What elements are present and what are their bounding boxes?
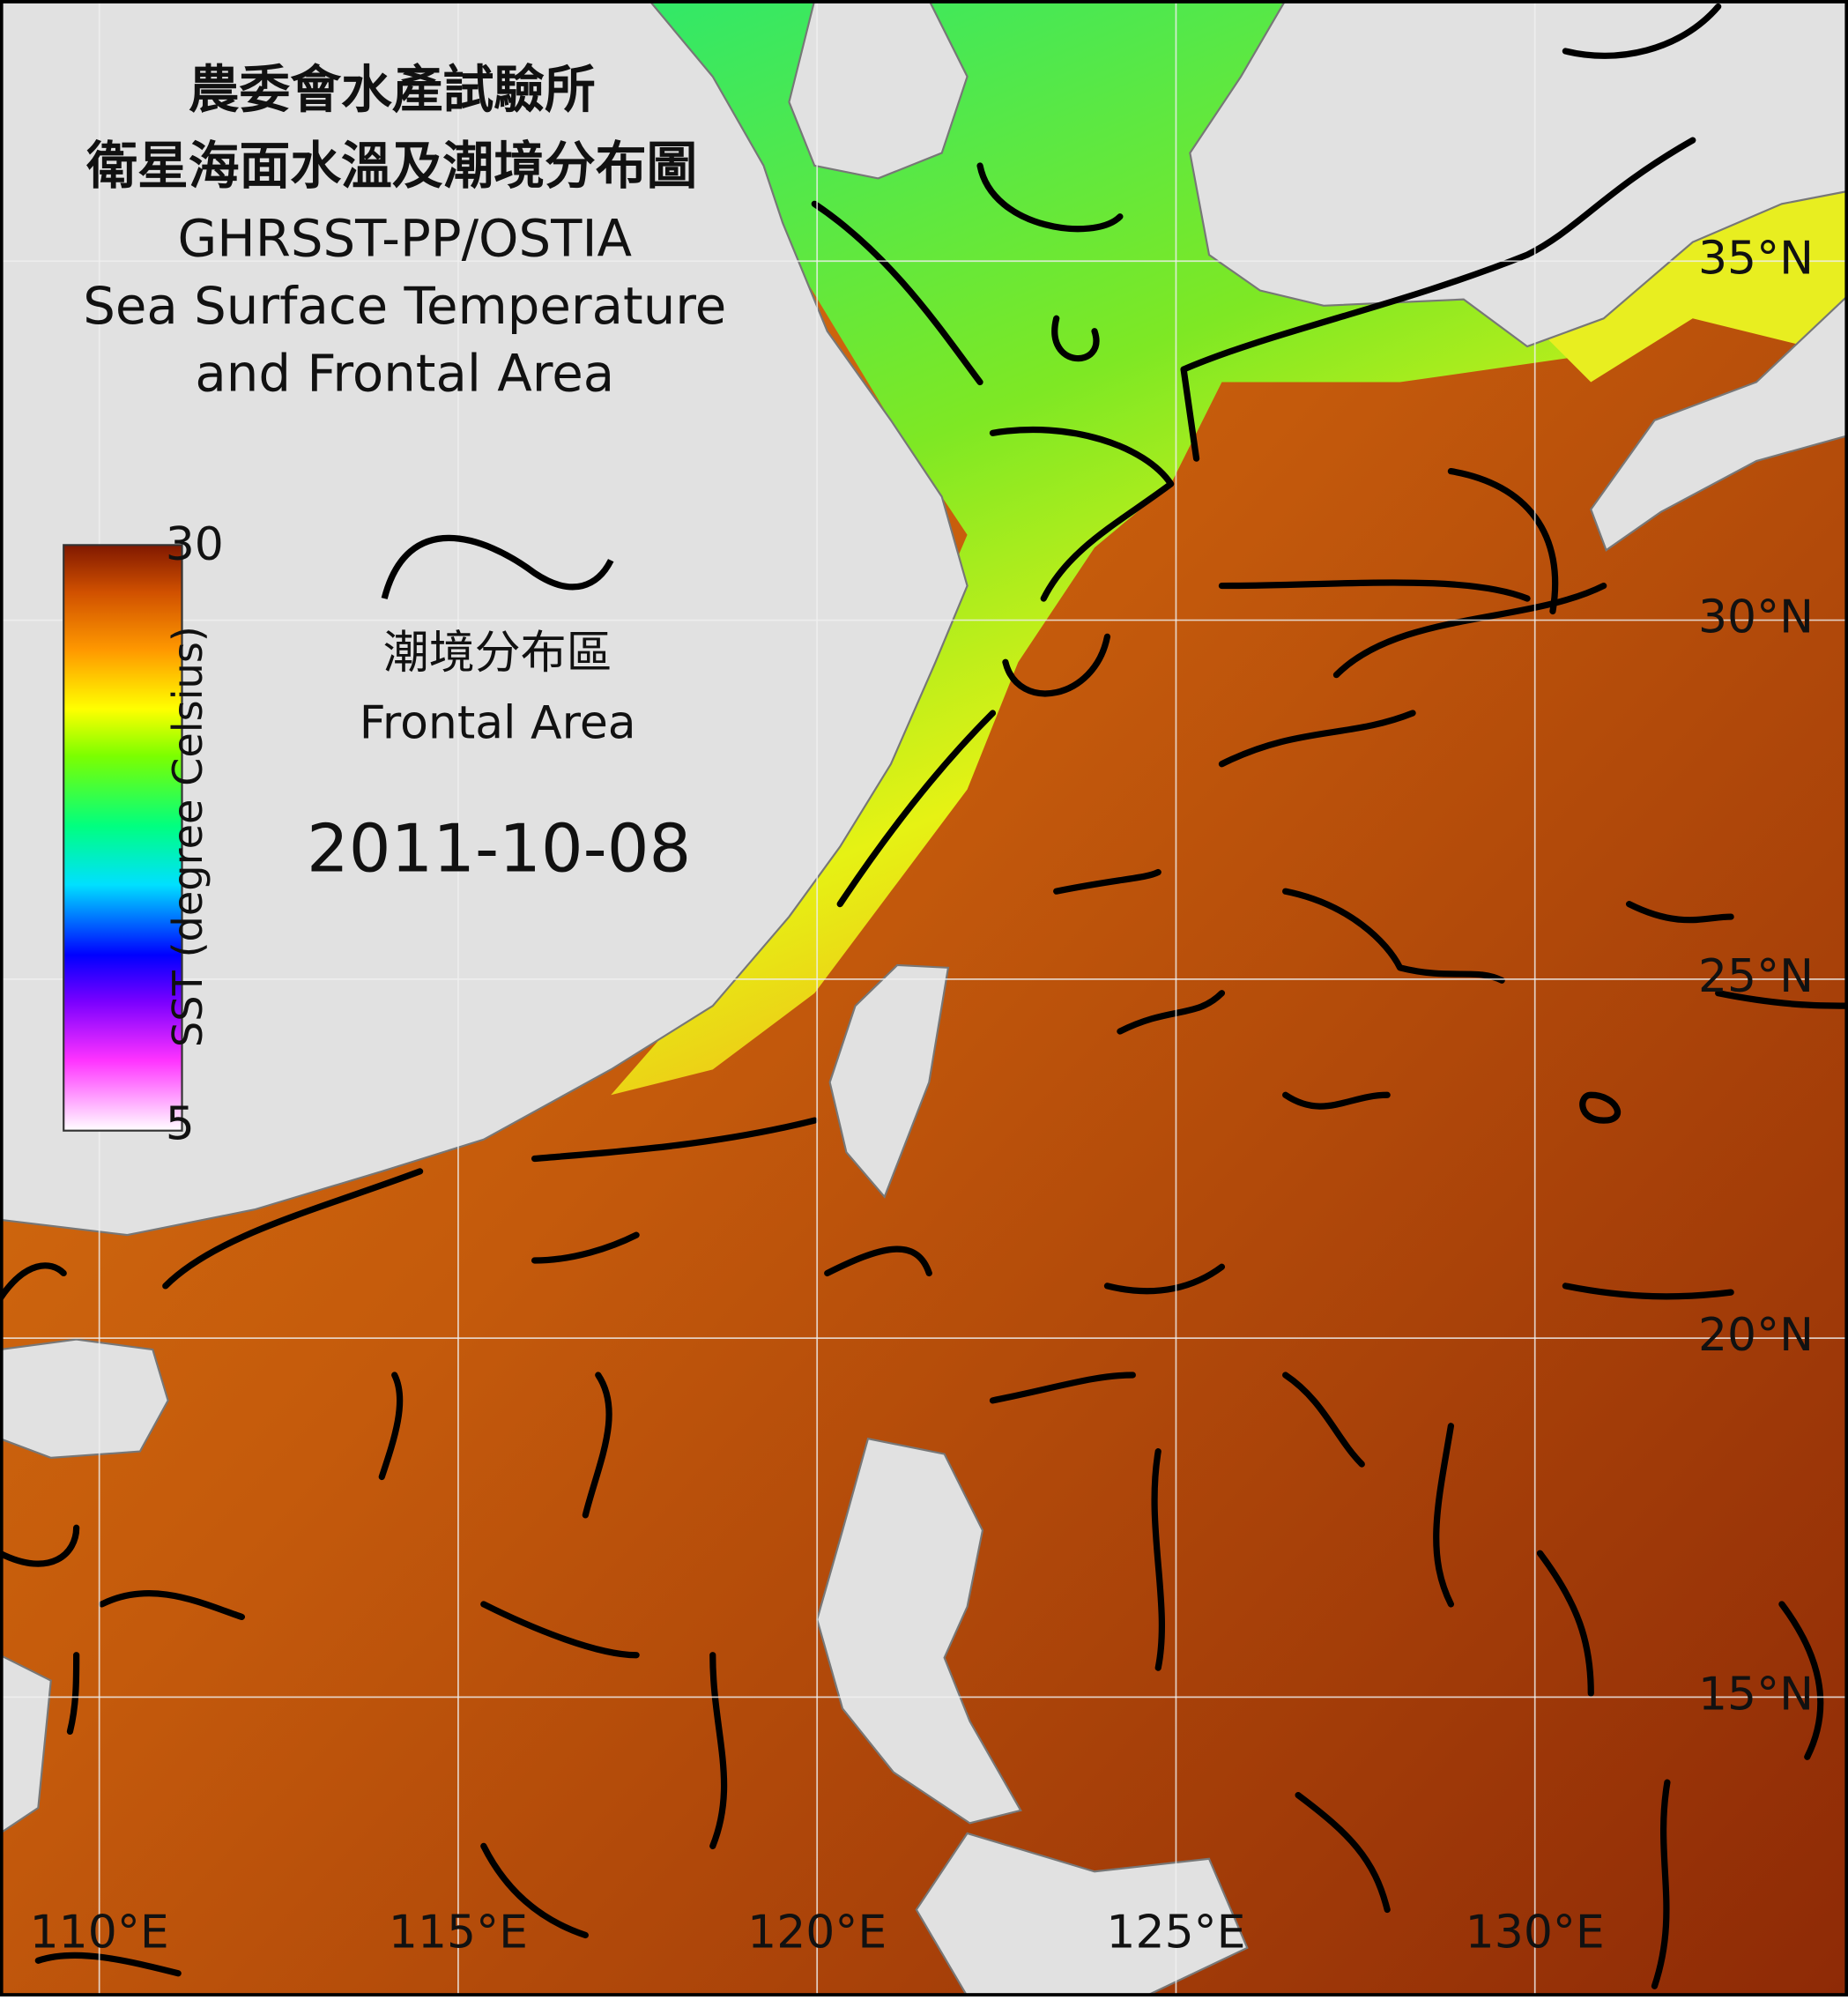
frontal-lines	[0, 3, 1848, 1989]
lon-label: 130°E	[1466, 1906, 1605, 1959]
front-line	[1282, 1091, 1391, 1110]
land-hainan	[0, 1338, 169, 1459]
title-en-2: and Frontal Area	[195, 343, 614, 403]
front-line	[1562, 3, 1722, 59]
date: 2011-10-08	[307, 809, 691, 887]
land-china	[0, 0, 969, 1237]
front-line	[66, 1652, 80, 1735]
colorbar-scale	[63, 544, 183, 1132]
front-line	[0, 1262, 67, 1302]
front-line	[531, 1117, 818, 1163]
front-line	[1778, 1601, 1824, 1760]
front-line	[480, 1842, 589, 1939]
land-shandong	[788, 0, 969, 180]
front-line	[162, 1168, 424, 1290]
land-japan	[1590, 294, 1848, 552]
front-line	[1536, 1550, 1594, 1697]
front-line	[1117, 990, 1226, 1035]
legend-line	[381, 534, 614, 599]
front-line	[1579, 1091, 1621, 1124]
front-line	[1218, 579, 1531, 602]
lon-label: 120°E	[747, 1906, 887, 1959]
land-visayas	[915, 1832, 1249, 1997]
front-line	[531, 1231, 640, 1264]
front-line	[0, 1524, 80, 1567]
lon-label: 115°E	[389, 1906, 528, 1959]
lat-label: 25°N	[1698, 950, 1814, 1003]
colorbar-label: SST (degree Celsius)	[164, 626, 212, 1047]
front-line	[1051, 315, 1100, 362]
front-line	[1103, 1263, 1226, 1295]
land-vietnam	[0, 1654, 52, 1835]
land-taiwan	[828, 963, 950, 1199]
front-line	[1651, 1779, 1671, 1989]
front-line	[1282, 888, 1505, 984]
front-line	[1295, 1791, 1391, 1914]
front-line	[1562, 1283, 1734, 1300]
front-line	[989, 426, 1175, 602]
front-line	[480, 1601, 640, 1659]
front-line	[34, 1952, 182, 1977]
title-en-1: Sea Surface Temperature	[83, 276, 726, 336]
front-line	[1625, 901, 1734, 924]
front-line	[1282, 1372, 1365, 1468]
front-line	[1151, 1448, 1165, 1671]
colorbar-max: 30	[166, 518, 224, 571]
legend: 潮境分布區 Frontal Area	[360, 534, 636, 749]
lon-label: 110°E	[30, 1906, 169, 1959]
land-korea	[1189, 0, 1848, 348]
lat-label: 20°N	[1698, 1309, 1814, 1362]
front-line	[1218, 710, 1416, 768]
front-line	[976, 162, 1124, 233]
colorbar-min: 5	[166, 1097, 195, 1150]
subtitle-zh: 衛星海面水溫及潮境分布圖	[85, 136, 697, 196]
front-line	[1433, 1423, 1455, 1608]
lat-label: 30°N	[1698, 591, 1814, 644]
front-line	[709, 1652, 728, 1849]
front-line	[1002, 633, 1111, 697]
lon-label: 125°E	[1106, 1906, 1245, 1959]
source: GHRSST-PP/OSTIA	[178, 208, 633, 268]
front-line	[824, 1245, 932, 1277]
front-line	[836, 710, 997, 908]
legend-label-zh: 潮境分布區	[383, 627, 612, 680]
front-line	[582, 1372, 612, 1519]
front-line	[1180, 366, 1200, 462]
front-line	[989, 1372, 1136, 1404]
front-line	[1053, 868, 1161, 895]
front-line	[1715, 990, 1848, 1009]
front-line	[378, 1372, 404, 1481]
lat-label: 35°N	[1698, 232, 1814, 285]
front-line	[1180, 137, 1696, 373]
front-line	[811, 200, 983, 386]
lat-label: 15°N	[1698, 1668, 1814, 1721]
colorbar: 30 5 SST (degree Celsius)	[63, 518, 224, 1150]
front-line	[98, 1590, 246, 1620]
legend-label-en: Frontal Area	[360, 696, 636, 749]
title-zh: 農委會水產試驗所	[189, 59, 596, 119]
title-block: 農委會水產試驗所 衛星海面水溫及潮境分布圖 GHRSST-PP/OSTIA Se…	[83, 59, 726, 403]
